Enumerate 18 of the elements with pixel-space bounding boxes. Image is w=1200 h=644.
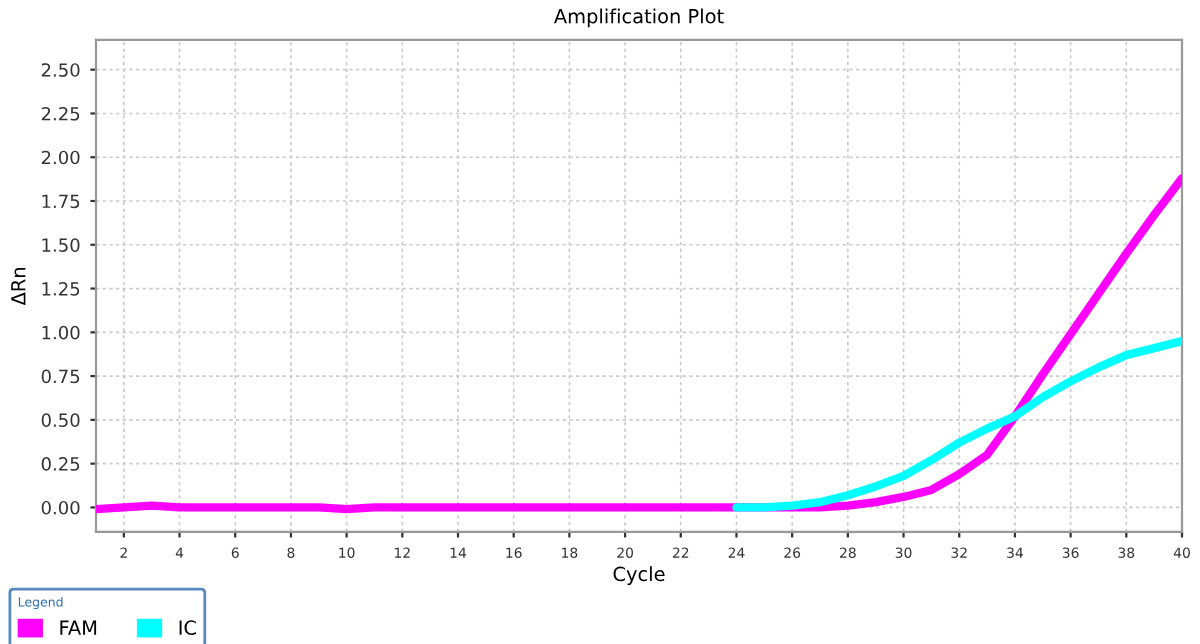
line-series	[96, 174, 1182, 514]
legend-label: FAM	[60, 620, 97, 635]
x-axis-title: Cycle	[613, 566, 665, 586]
y-tick-label: 1.25	[42, 282, 80, 296]
legend-label: IC	[179, 620, 196, 636]
y-tick-label: 0.00	[41, 500, 80, 515]
y-tick-label: 2.00	[41, 150, 80, 165]
chart-title: Amplification Plot	[553, 8, 724, 28]
y-tick-label: 0.25	[41, 457, 80, 471]
y-tick-label: 2.50	[41, 63, 80, 77]
y-axis-title: ΔRn	[11, 268, 26, 306]
y-tick-label: 0.75	[41, 369, 80, 384]
line-series	[732, 336, 1182, 512]
y-tick-label: 0.50	[41, 413, 80, 427]
y-tick-label: 1.75	[42, 194, 80, 209]
y-tick-label: 2.25	[41, 106, 80, 121]
y-tick-label: 1.50	[42, 238, 80, 252]
y-tick-label: 1.00	[42, 325, 80, 340]
